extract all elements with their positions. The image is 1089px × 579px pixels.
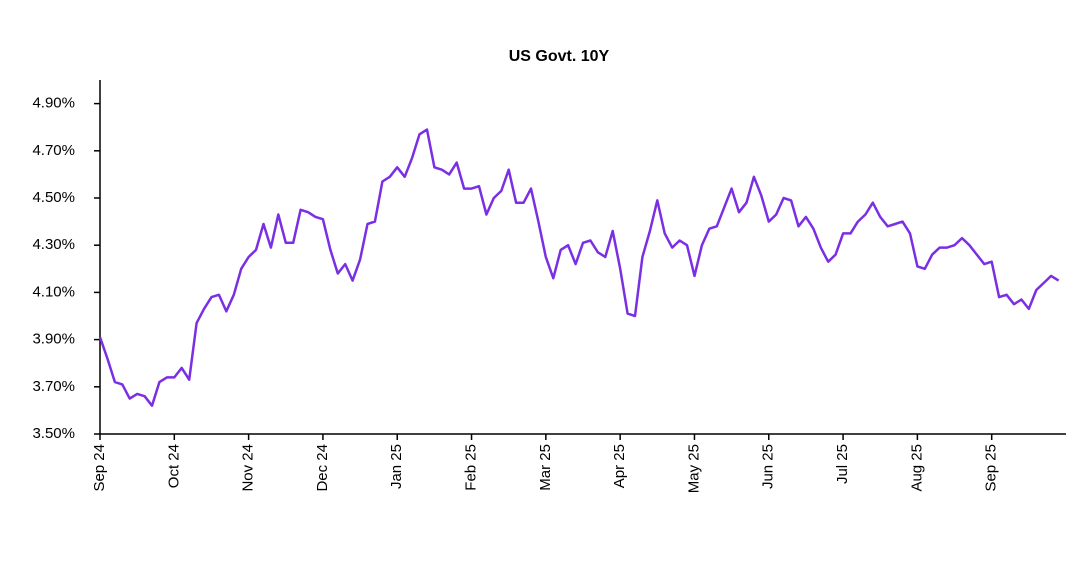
x-tick-label: Sep 24: [91, 444, 108, 492]
x-tick-label: Mar 25: [537, 444, 554, 491]
x-tick-label: Jan 25: [388, 444, 405, 489]
y-tick-label: 3.50%: [32, 425, 75, 442]
x-tick-label: Apr 25: [611, 444, 628, 488]
y-tick-label: 4.10%: [32, 283, 75, 300]
y-tick-label: 4.50%: [32, 189, 75, 206]
line-series: [98, 128, 1060, 407]
y-tick-label: 4.70%: [32, 142, 75, 159]
x-tick-label: Sep 25: [983, 444, 1000, 492]
x-tick-label: Oct 24: [165, 444, 182, 488]
x-tick-label: Jul 25: [834, 444, 851, 484]
x-tick-label: Feb 25: [463, 444, 480, 491]
y-tick-label: 3.90%: [32, 331, 75, 348]
x-tick-label: Nov 24: [240, 444, 257, 492]
x-tick-label: Jun 25: [760, 444, 777, 489]
x-tick-label: Dec 24: [314, 444, 331, 492]
y-tick-label: 4.30%: [32, 236, 75, 253]
y-tick-label: 4.90%: [32, 95, 75, 112]
x-tick-label: May 25: [685, 444, 702, 493]
y-tick-label: 3.70%: [32, 378, 75, 395]
chart-title: US Govt. 10Y: [509, 48, 610, 65]
x-tick-label: Aug 25: [908, 444, 925, 492]
